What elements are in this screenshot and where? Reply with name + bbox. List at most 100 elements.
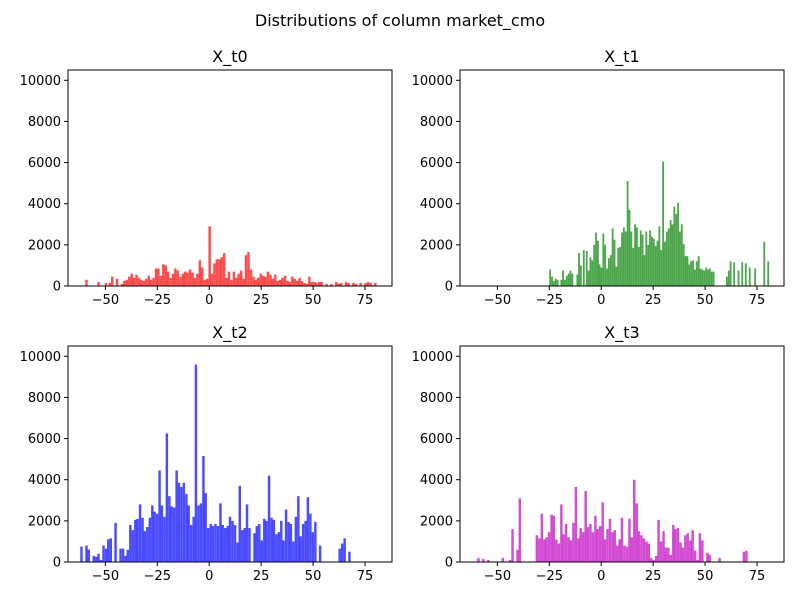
histogram-bar bbox=[194, 364, 198, 562]
histogram-bar bbox=[545, 537, 548, 562]
histogram-bar bbox=[203, 279, 206, 286]
histogram-bar bbox=[600, 267, 603, 286]
histogram-bar bbox=[563, 279, 566, 286]
histogram-bar bbox=[645, 541, 648, 562]
subplot-2: X_t2 −50 −25 0 25 50 75 0 2000 4000 6000 8000 10000 bbox=[20, 323, 393, 584]
histogram-bar bbox=[230, 279, 233, 286]
histogram-bar bbox=[516, 549, 519, 562]
histogram-bar bbox=[572, 522, 575, 562]
histogram-bar bbox=[235, 277, 238, 286]
histogram-bar bbox=[132, 277, 136, 286]
x-tick-label: −25 bbox=[536, 293, 563, 308]
x-tick-label: −50 bbox=[92, 569, 119, 584]
subplot-title: X_t1 bbox=[604, 47, 639, 67]
histogram-bar bbox=[518, 498, 522, 562]
histogram-bar bbox=[149, 279, 153, 286]
histogram-bar bbox=[287, 521, 290, 562]
histogram-bars bbox=[549, 161, 770, 286]
y-tick-label: 0 bbox=[445, 280, 453, 295]
histogram-bar bbox=[114, 522, 117, 562]
histogram-bar bbox=[656, 240, 659, 286]
histogram-bar bbox=[119, 548, 122, 562]
histogram-bar bbox=[310, 281, 314, 286]
histogram-bar bbox=[269, 274, 272, 286]
y-tick-label: 0 bbox=[53, 556, 61, 571]
histogram-bar bbox=[622, 227, 625, 286]
histogram-bar bbox=[569, 540, 573, 562]
histogram-bar bbox=[616, 545, 619, 562]
x-tick-label: 0 bbox=[205, 293, 213, 308]
histogram-bar bbox=[124, 555, 127, 562]
histogram-bar bbox=[153, 511, 156, 562]
histogram-bar bbox=[158, 470, 161, 562]
x-tick-label: −25 bbox=[144, 293, 171, 308]
histogram-bar bbox=[219, 503, 222, 562]
histogram-bar bbox=[174, 268, 177, 286]
histogram-bar bbox=[211, 526, 215, 562]
histogram-bar bbox=[159, 275, 163, 286]
histogram-bar bbox=[552, 515, 556, 562]
x-tick-label: 75 bbox=[357, 569, 374, 584]
histogram-bar bbox=[659, 541, 663, 562]
histogram-bar bbox=[727, 270, 730, 286]
histogram-bar bbox=[265, 520, 268, 562]
x-tick-label: 0 bbox=[597, 569, 605, 584]
y-tick-label: 0 bbox=[53, 280, 61, 295]
histogram-bar bbox=[621, 232, 623, 286]
histogram-bar bbox=[369, 282, 372, 286]
histogram-bar bbox=[87, 549, 90, 562]
histogram-bar bbox=[690, 261, 693, 286]
histogram-bar bbox=[242, 278, 245, 286]
histogram-bar bbox=[282, 540, 285, 562]
histogram-bar bbox=[244, 255, 248, 286]
histogram-bar bbox=[655, 555, 658, 562]
histogram-bar bbox=[679, 231, 681, 286]
histogram-bar bbox=[606, 268, 608, 286]
histogram-bar bbox=[595, 232, 597, 286]
histogram-bar bbox=[267, 475, 271, 562]
histogram-bar bbox=[218, 259, 221, 286]
histogram-bar bbox=[123, 280, 126, 286]
histogram-bar bbox=[487, 559, 490, 562]
histogram-bar bbox=[348, 551, 351, 562]
histogram-bars bbox=[477, 479, 748, 562]
histogram-bar bbox=[185, 494, 188, 562]
histogram-bar bbox=[551, 276, 553, 286]
histogram-bar bbox=[359, 282, 362, 286]
x-tick-label: 25 bbox=[253, 569, 270, 584]
histogram-bar bbox=[705, 267, 708, 286]
histogram-bar bbox=[208, 226, 211, 286]
y-tick-label: 8000 bbox=[28, 115, 61, 130]
histogram-bar bbox=[266, 271, 270, 286]
histogram-bar bbox=[669, 554, 673, 562]
histogram-bar bbox=[552, 280, 555, 286]
histogram-bar bbox=[181, 273, 185, 286]
histogram-bar bbox=[667, 228, 670, 286]
x-tick-label: 25 bbox=[645, 293, 662, 308]
histogram-bar bbox=[554, 278, 557, 286]
histogram-bar bbox=[555, 539, 558, 562]
histogram-bar bbox=[366, 281, 370, 286]
histogram-bar bbox=[305, 283, 309, 286]
histogram-bar bbox=[696, 559, 699, 562]
histogram-bar bbox=[684, 535, 687, 562]
histogram-bar bbox=[286, 280, 289, 286]
histogram-bar bbox=[686, 533, 690, 562]
histogram-bar bbox=[182, 482, 186, 562]
x-tick-label: 50 bbox=[697, 569, 714, 584]
y-tick-label: 10000 bbox=[412, 74, 453, 89]
histogram-bar bbox=[673, 206, 676, 286]
axes-frame bbox=[459, 345, 785, 563]
histogram-bar bbox=[274, 274, 277, 286]
histogram-bar bbox=[177, 482, 181, 562]
histogram-bar bbox=[625, 546, 629, 562]
subplot-0: X_t0 −50 −25 0 25 50 75 0 2000 4000 6000 8000 10000 bbox=[20, 47, 393, 308]
histogram-bar bbox=[581, 532, 585, 562]
histogram-bar bbox=[343, 538, 346, 562]
histogram-bar bbox=[241, 530, 244, 562]
histogram-bar bbox=[603, 539, 607, 562]
histogram-bar bbox=[238, 485, 241, 562]
histogram-bar bbox=[231, 520, 234, 562]
histogram-bar bbox=[198, 260, 202, 286]
histogram-bar bbox=[585, 251, 588, 286]
